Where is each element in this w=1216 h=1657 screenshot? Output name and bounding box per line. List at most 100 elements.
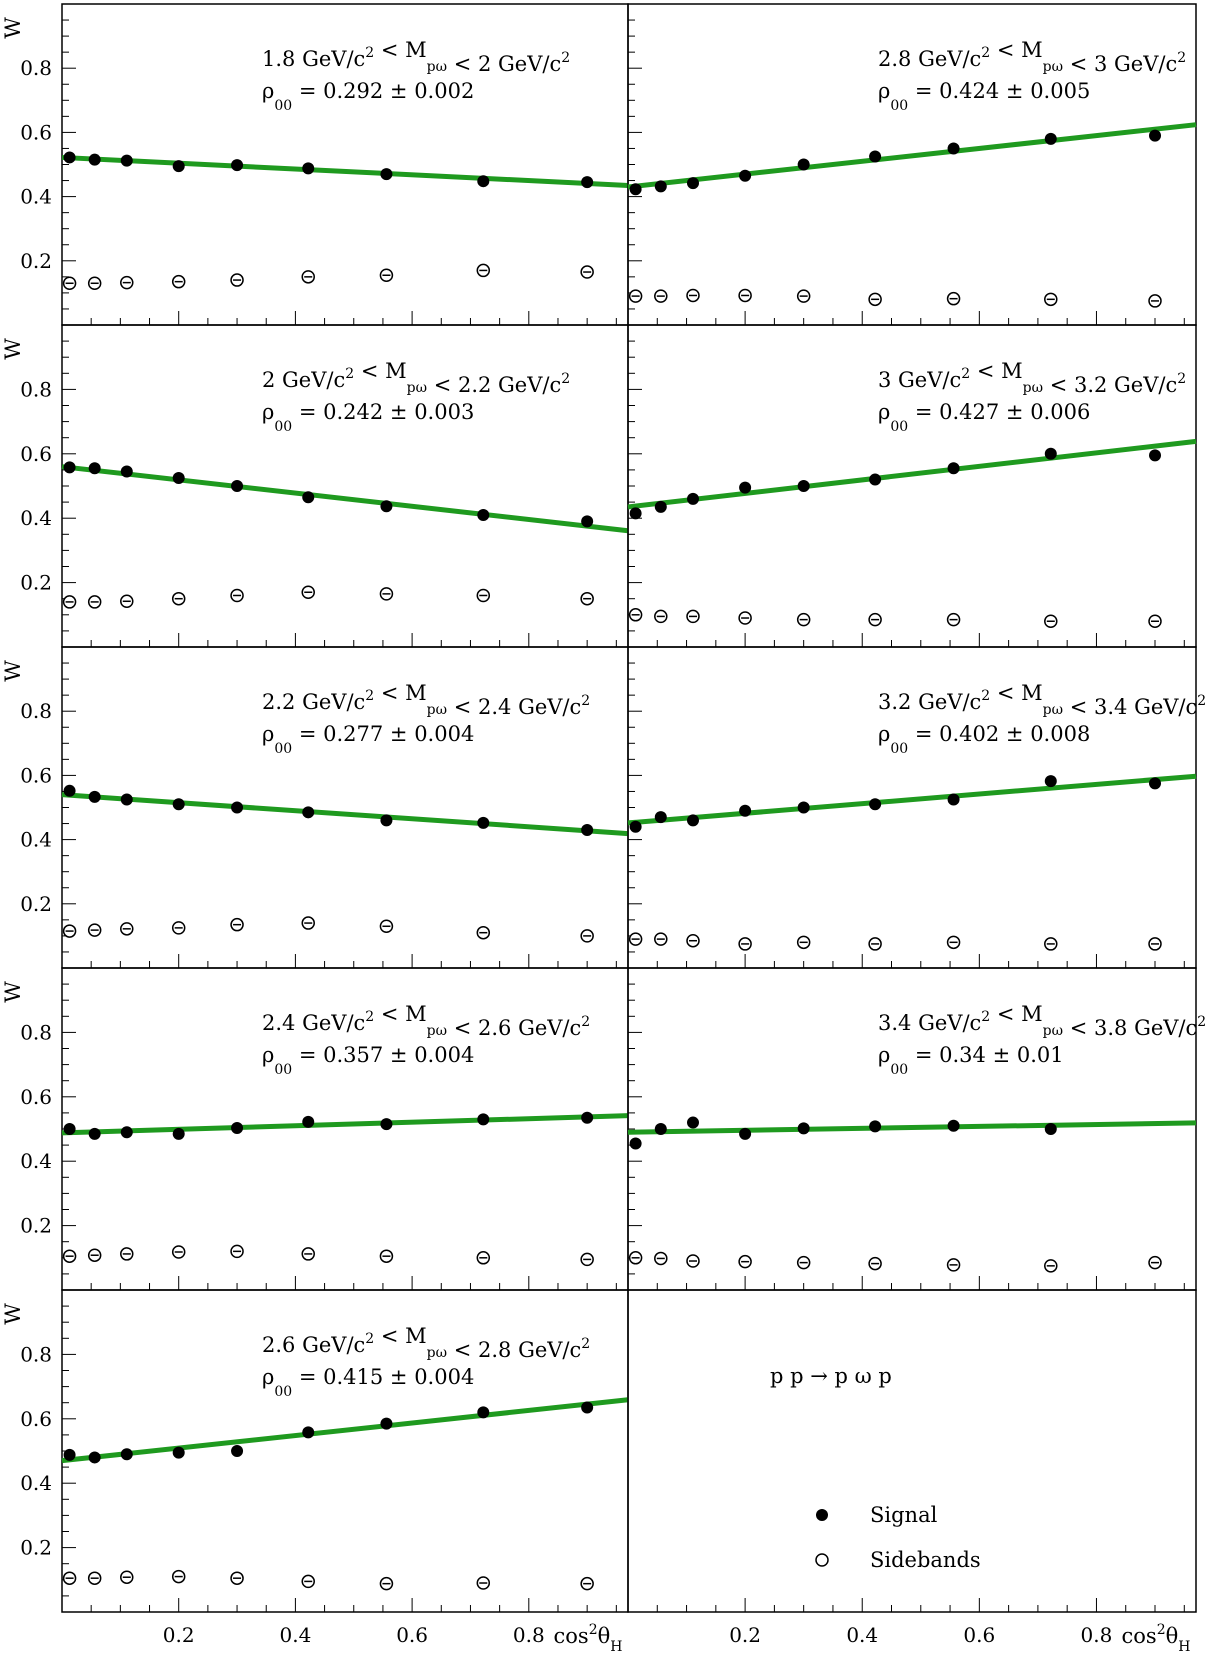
signal-point: [302, 806, 315, 819]
rho00-label: ρ00 = 0.415 ± 0.004: [262, 1365, 474, 1400]
y-tick-label: 0.8: [20, 377, 52, 401]
signal-point: [869, 798, 882, 811]
signal-point: [947, 462, 960, 475]
signal-point: [739, 169, 752, 182]
signal-point: [739, 804, 752, 817]
signal-point: [231, 801, 244, 814]
signal-point: [380, 1417, 393, 1430]
signal-point: [172, 160, 185, 173]
mass-range-label: 2.2 GeV/c2 < Mpω < 2.4 GeV/c2: [262, 681, 590, 719]
signal-point: [477, 508, 490, 521]
signal-point: [581, 515, 594, 528]
signal-point: [120, 154, 133, 167]
mass-range-label: 2.4 GeV/c2 < Mpω < 2.6 GeV/c2: [262, 1002, 590, 1040]
signal-point: [63, 784, 76, 797]
y-axis-label: W: [1, 338, 25, 360]
y-tick-label: 0.2: [20, 249, 52, 273]
process-label: p p → p ω p: [770, 1364, 892, 1388]
signal-point: [88, 462, 101, 475]
signal-point: [581, 176, 594, 189]
signal-point: [477, 1406, 490, 1419]
mass-range-label: 2.8 GeV/c2 < Mpω < 3 GeV/c2: [878, 38, 1186, 76]
rho00-label: ρ00 = 0.242 ± 0.003: [262, 400, 474, 435]
x-tick-label: 0.4: [846, 1623, 878, 1647]
signal-point: [231, 159, 244, 172]
signal-point: [947, 142, 960, 155]
y-tick-label: 0.6: [20, 120, 52, 144]
signal-point: [869, 473, 882, 486]
legend-signal-marker: [816, 1509, 828, 1521]
signal-point: [477, 1113, 490, 1126]
x-tick-label: 0.2: [729, 1623, 761, 1647]
y-tick-label: 0.6: [20, 1407, 52, 1431]
signal-point: [231, 1445, 244, 1457]
x-tick-label: 0.6: [396, 1623, 428, 1647]
y-tick-label: 0.8: [20, 1342, 52, 1366]
x-tick-label: 0.8: [513, 1623, 545, 1647]
signal-point: [380, 814, 393, 827]
mass-range-label: 1.8 GeV/c2 < Mpω < 2 GeV/c2: [262, 38, 570, 76]
y-tick-label: 0.4: [20, 1149, 52, 1173]
x-tick-label: 0.4: [279, 1623, 311, 1647]
signal-point: [63, 1123, 76, 1135]
signal-point: [231, 1122, 244, 1135]
signal-point: [686, 177, 699, 190]
signal-point: [63, 151, 76, 164]
fit-line: [61, 1113, 629, 1136]
x-axis-label: cos2θH: [1122, 1622, 1191, 1655]
signal-point: [88, 1127, 101, 1140]
signal-point: [1044, 132, 1057, 145]
signal-point: [1044, 447, 1057, 460]
signal-point: [120, 1126, 133, 1139]
rho00-label: ρ00 = 0.427 ± 0.006: [878, 400, 1090, 435]
fit-line: [61, 792, 629, 837]
signal-point: [869, 150, 882, 163]
signal-point: [302, 162, 315, 175]
fit-line: [61, 1397, 629, 1464]
signal-point: [380, 168, 393, 181]
y-tick-label: 0.4: [20, 828, 52, 852]
signal-point: [947, 793, 960, 806]
signal-point: [63, 461, 76, 474]
rho00-label: ρ00 = 0.277 ± 0.004: [262, 722, 474, 757]
signal-point: [686, 1116, 699, 1129]
signal-point: [172, 798, 185, 811]
mass-range-label: 3 GeV/c2 < Mpω < 3.2 GeV/c2: [878, 359, 1186, 397]
legend-sideband-marker: [815, 1553, 829, 1567]
signal-point: [629, 183, 642, 196]
signal-point: [380, 500, 393, 513]
signal-point: [581, 1401, 594, 1414]
fit-line: [627, 122, 1197, 190]
y-tick-label: 0.2: [20, 571, 52, 595]
signal-point: [231, 480, 244, 492]
signal-point: [302, 491, 315, 504]
signal-point: [797, 801, 810, 814]
signal-point: [88, 153, 101, 166]
signal-point: [120, 793, 133, 806]
signal-point: [120, 1448, 133, 1461]
y-tick-label: 0.4: [20, 506, 52, 530]
y-axis-label: W: [1, 1303, 25, 1325]
fit-line: [627, 438, 1197, 510]
x-axis-label: cos2θH: [554, 1622, 623, 1655]
legend-sidebands-label: Sidebands: [870, 1548, 981, 1572]
y-tick-label: 0.6: [20, 763, 52, 787]
legend-panel-frame: [627, 1289, 1197, 1613]
y-tick-label: 0.4: [20, 185, 52, 209]
rho00-label: ρ00 = 0.292 ± 0.002: [262, 79, 474, 114]
fit-line: [61, 464, 629, 534]
signal-point: [654, 180, 667, 193]
signal-point: [654, 1123, 667, 1135]
signal-point: [739, 481, 752, 494]
rho00-label: ρ00 = 0.34 ± 0.01: [878, 1043, 1064, 1078]
signal-point: [947, 1119, 960, 1132]
fit-line: [627, 1120, 1197, 1135]
